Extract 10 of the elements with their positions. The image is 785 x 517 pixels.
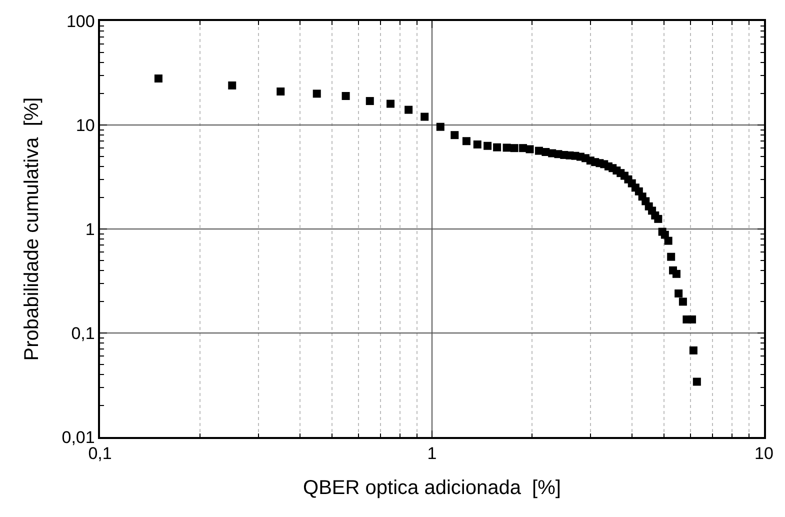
x-tick-label: 1 — [427, 444, 437, 464]
y-tick-label: 1 — [85, 220, 95, 239]
x-tick-label: 0,1 — [88, 444, 112, 464]
y-tick-label: 0,1 — [71, 324, 95, 343]
y-tick-label: 0,01 — [62, 428, 95, 447]
y-axis-title: Probabilidade cumulativa [%] — [20, 97, 43, 361]
y-tick-label: 100 — [66, 12, 95, 31]
x-tick-label: 10 — [754, 444, 774, 464]
x-axis-title: QBER optica adicionada [%] — [303, 477, 561, 500]
y-tick-label: 10 — [76, 116, 95, 135]
